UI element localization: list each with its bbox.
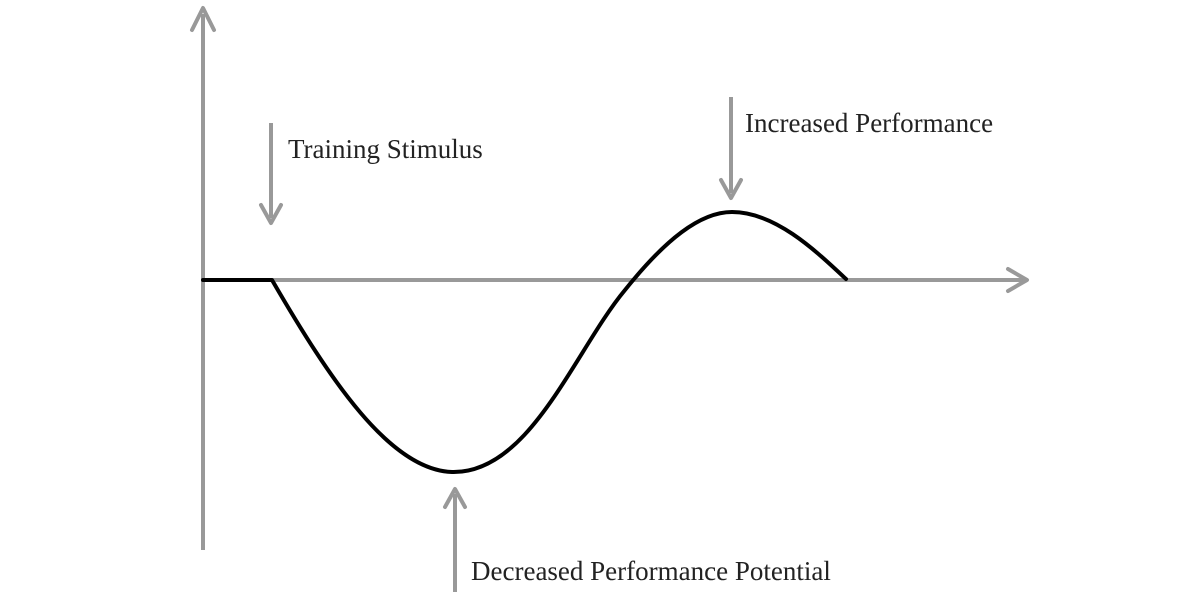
training-stimulus-arrow (259, 123, 283, 225)
increased-performance-arrow (719, 97, 743, 200)
decreased-performance-label: Decreased Performance Potential (471, 556, 831, 586)
increased-performance-label: Increased Performance (745, 108, 993, 138)
x-axis (203, 267, 1029, 293)
performance-curve (201, 210, 848, 475)
training-stimulus-label: Training Stimulus (288, 134, 483, 164)
decreased-performance-arrow (443, 487, 467, 592)
x-axis-arrowhead (1006, 267, 1029, 293)
y-axis-arrowhead (190, 6, 216, 32)
